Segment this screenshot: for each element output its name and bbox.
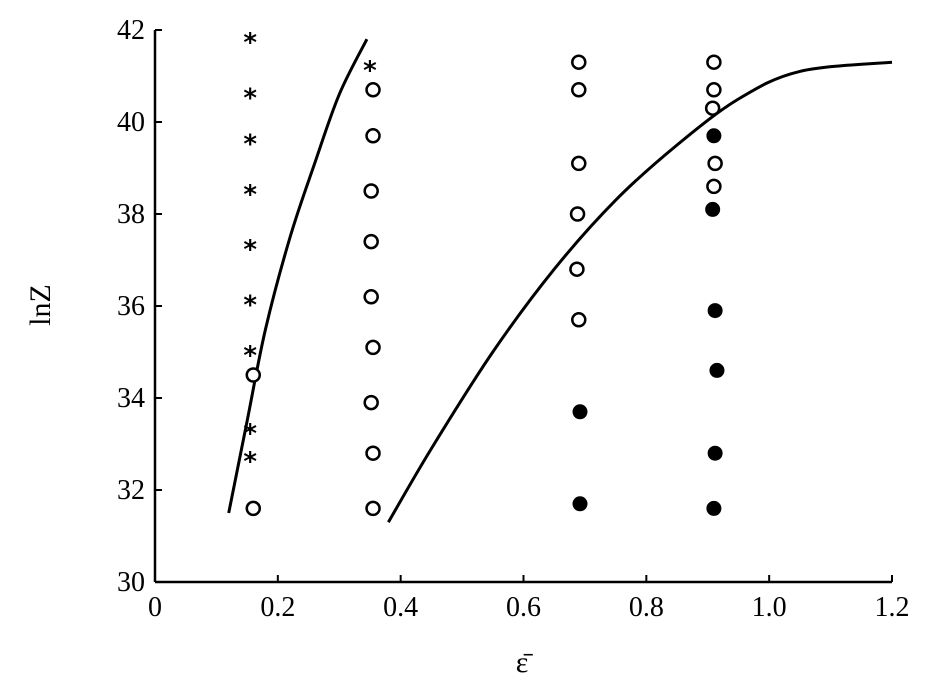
y-tick-label: 38 xyxy=(117,199,145,230)
filled-circle-point xyxy=(709,362,725,378)
open-circle-point xyxy=(569,206,586,222)
star-point: * xyxy=(363,56,377,86)
open-circle-point xyxy=(365,445,381,461)
y-tick-label: 34 xyxy=(117,383,145,414)
open-circle-point xyxy=(365,339,381,356)
open-circle-point xyxy=(245,367,262,383)
y-tick-label: 40 xyxy=(117,107,145,138)
open-circle-point xyxy=(706,82,722,98)
open-circle-point xyxy=(365,82,381,98)
star-point: * xyxy=(243,180,257,210)
star-point: * xyxy=(243,341,257,371)
open-circle-point xyxy=(706,178,722,195)
open-circle-point xyxy=(365,128,381,144)
y-tick-label: 30 xyxy=(117,567,145,598)
y-tick-label: 32 xyxy=(117,475,145,506)
open-circle-point xyxy=(706,54,722,70)
y-axis-label: lnZ xyxy=(24,284,57,326)
star-point: * xyxy=(243,129,257,159)
x-tick-label: 0.2 xyxy=(260,592,295,623)
x-tick-label: 0.8 xyxy=(629,592,664,623)
filled-circle-point xyxy=(707,303,723,319)
open-circle-point xyxy=(704,100,721,116)
open-circle-point xyxy=(569,261,585,277)
x-axis-label: ε̄ xyxy=(516,646,534,679)
open-circle-point xyxy=(571,82,587,98)
open-circle-point xyxy=(363,394,379,411)
fit-curve-1 xyxy=(227,38,369,514)
star-point: * xyxy=(243,28,257,58)
x-tick-label: 1.2 xyxy=(875,592,910,623)
fit-curve-2 xyxy=(387,60,893,523)
filled-circle-point xyxy=(707,445,723,461)
open-circle-point xyxy=(571,155,587,172)
filled-circle-point xyxy=(705,201,721,217)
star-point: * xyxy=(243,290,257,320)
x-tick-label: 1.0 xyxy=(752,592,787,623)
x-tick-label: 0 xyxy=(148,592,162,623)
x-tick-label: 0.4 xyxy=(383,592,418,623)
y-tick-label: 36 xyxy=(117,291,145,322)
filled-circle-point xyxy=(706,128,722,144)
open-circle-point xyxy=(245,500,262,517)
x-tick-label: 0.6 xyxy=(506,592,541,623)
open-circle-point xyxy=(365,500,381,517)
open-circle-point xyxy=(363,183,379,199)
star-point: * xyxy=(243,447,257,477)
open-circle-point xyxy=(571,54,587,70)
open-circle-point xyxy=(363,289,379,305)
open-circle-point xyxy=(571,312,587,328)
open-circle-point xyxy=(363,233,379,250)
y-tick-label: 42 xyxy=(117,15,145,46)
filled-circle-point xyxy=(706,500,722,516)
open-circle-point xyxy=(707,155,723,172)
star-point: * xyxy=(243,419,257,449)
filled-circle-point xyxy=(572,496,588,512)
star-point: * xyxy=(243,83,257,113)
filled-circle-point xyxy=(572,404,588,420)
star-point: * xyxy=(243,235,257,265)
